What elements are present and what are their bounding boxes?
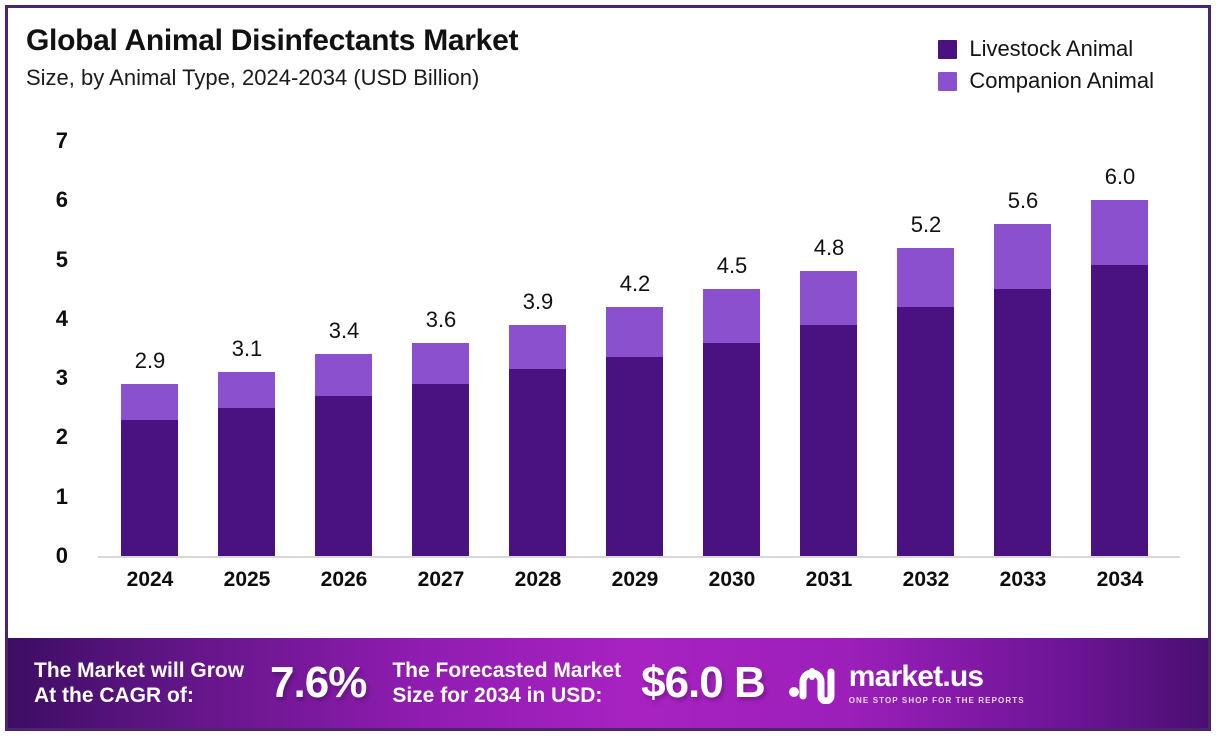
logo-text-block: market.us ONE STOP SHOP FOR THE REPORTS xyxy=(848,659,1025,705)
x-axis-tick-label: 2027 xyxy=(417,568,465,591)
legend-item-label: Companion Animal xyxy=(969,68,1154,93)
x-axis-tick-label: 2030 xyxy=(708,568,756,591)
x-axis-tick-label: 2029 xyxy=(611,568,659,591)
chart-legend: Livestock Animal Companion Animal xyxy=(938,36,1154,94)
bar-total-label: 5.2 xyxy=(910,211,942,237)
bar-segment-companion-animal[interactable] xyxy=(606,306,663,358)
x-axis-tick-label: 2024 xyxy=(126,568,174,591)
chart-bar-group[interactable]: 2.9 2024 xyxy=(121,0,178,620)
chart-bar-group[interactable]: 4.5 2030 xyxy=(703,0,760,620)
bar-total-label: 3.9 xyxy=(522,288,554,314)
page-subtitle: Size, by Animal Type, 2024-2034 (USD Bil… xyxy=(26,65,480,90)
bar-segment-companion-animal[interactable] xyxy=(121,384,178,420)
bar-total-label: 3.1 xyxy=(231,336,263,362)
chart-plot-area: 0 1 2 3 4 5 6 7 2.9 2024 3.1 2025 3.4 2026 3.6 2027 3.9 2… xyxy=(55,0,1180,620)
x-axis-tick-label: 2032 xyxy=(902,568,950,591)
chart-bar-group[interactable]: 5.2 2032 xyxy=(897,0,954,620)
bar-segment-livestock-animal[interactable] xyxy=(315,395,372,556)
x-axis-tick-label: 2031 xyxy=(805,568,853,591)
legend-item-label: Livestock Animal xyxy=(969,36,1134,61)
x-axis-tick-label: 2026 xyxy=(320,568,368,591)
forecast-label-line1: The Forecasted Market xyxy=(392,658,622,682)
bar-segment-companion-animal[interactable] xyxy=(994,223,1051,290)
cagr-label: The Market will Grow At the CAGR of: xyxy=(34,658,244,708)
bar-segment-companion-animal[interactable] xyxy=(315,354,372,396)
y-axis-tick-label: 4 xyxy=(55,305,68,331)
bar-segment-companion-animal[interactable] xyxy=(509,324,566,370)
bar-segment-livestock-animal[interactable] xyxy=(1091,265,1148,556)
chart-bar-group[interactable]: 4.2 2029 xyxy=(606,0,663,620)
cagr-label-line2: At the CAGR of: xyxy=(34,684,194,707)
summary-banner: The Market will Grow At the CAGR of: 7.6… xyxy=(8,638,1208,728)
x-axis-tick-label: 2025 xyxy=(223,568,271,591)
brand-logo[interactable]: market.us ONE STOP SHOP FOR THE REPORTS xyxy=(787,659,1025,705)
forecast-label: The Forecasted Market Size for 2034 in U… xyxy=(392,658,621,708)
chart-bar-group[interactable]: 5.6 2033 xyxy=(994,0,1051,620)
bar-segment-livestock-animal[interactable] xyxy=(897,306,954,556)
bar-segment-livestock-animal[interactable] xyxy=(412,384,469,556)
y-axis-tick-label: 2 xyxy=(55,424,68,450)
y-axis-tick-label: 0 xyxy=(55,543,68,568)
x-axis-tick-label: 2028 xyxy=(514,568,562,591)
forecast-label-line2: Size for 2034 in USD: xyxy=(392,684,603,707)
chart-bar-group[interactable]: 6.0 2034 xyxy=(1091,0,1148,620)
bar-segment-livestock-animal[interactable] xyxy=(994,289,1051,556)
bar-total-label: 3.6 xyxy=(425,306,457,332)
y-axis-tick-label: 6 xyxy=(55,187,68,213)
chart-bar-group[interactable]: 3.4 2026 xyxy=(315,0,372,620)
square-swatch-icon xyxy=(938,71,958,91)
bar-segment-livestock-animal[interactable] xyxy=(218,407,275,556)
square-swatch-icon xyxy=(938,39,958,59)
bar-segment-companion-animal[interactable] xyxy=(412,342,469,385)
bar-segment-companion-animal[interactable] xyxy=(1091,200,1148,266)
chart-bar-group[interactable]: 3.1 2025 xyxy=(218,0,275,620)
chart-bar-group[interactable]: 3.9 2028 xyxy=(509,0,566,620)
y-axis-tick-label: 3 xyxy=(55,365,68,391)
forecast-value: $6.0 B xyxy=(641,658,766,707)
bar-total-label: 4.5 xyxy=(716,253,748,279)
logo-name: market.us xyxy=(848,659,984,693)
bar-segment-companion-animal[interactable] xyxy=(897,247,954,307)
bar-total-label: 4.2 xyxy=(619,270,651,296)
logo-tagline: ONE STOP SHOP FOR THE REPORTS xyxy=(848,695,1025,705)
y-axis-tick-label: 5 xyxy=(55,246,68,272)
legend-item-livestock-animal[interactable]: Livestock Animal xyxy=(938,36,1133,62)
bar-segment-livestock-animal[interactable] xyxy=(606,357,663,556)
legend-item-companion-animal[interactable]: Companion Animal xyxy=(938,68,1154,94)
bar-segment-livestock-animal[interactable] xyxy=(509,369,566,556)
bar-total-label: 5.6 xyxy=(1007,187,1039,213)
bar-segment-companion-animal[interactable] xyxy=(703,289,760,343)
bar-total-label: 3.4 xyxy=(328,318,360,344)
page-title: Global Animal Disinfectants Market xyxy=(26,24,519,57)
x-axis-line xyxy=(98,556,1180,558)
header: Global Animal Disinfectants Market Size,… xyxy=(26,24,826,91)
market-us-logo-icon xyxy=(787,662,839,705)
x-axis-tick-label: 2033 xyxy=(999,568,1047,591)
bar-segment-livestock-animal[interactable] xyxy=(800,324,857,556)
bar-segment-companion-animal[interactable] xyxy=(800,271,857,325)
bar-segment-livestock-animal[interactable] xyxy=(121,419,178,556)
y-axis-tick-label: 7 xyxy=(55,127,68,153)
chart-bar-group[interactable]: 3.6 2027 xyxy=(412,0,469,620)
bar-segment-companion-animal[interactable] xyxy=(218,372,275,408)
bar-total-label: 2.9 xyxy=(134,348,166,374)
cagr-label-line1: The Market will Grow xyxy=(34,658,245,682)
x-axis-tick-label: 2034 xyxy=(1096,568,1144,591)
y-axis-tick-label: 1 xyxy=(55,483,68,509)
chart-bar-group[interactable]: 4.8 2031 xyxy=(800,0,857,620)
bar-total-label: 6.0 xyxy=(1104,164,1136,190)
bar-total-label: 4.8 xyxy=(813,235,845,261)
bar-segment-livestock-animal[interactable] xyxy=(703,342,760,556)
cagr-value: 7.6% xyxy=(270,658,367,707)
